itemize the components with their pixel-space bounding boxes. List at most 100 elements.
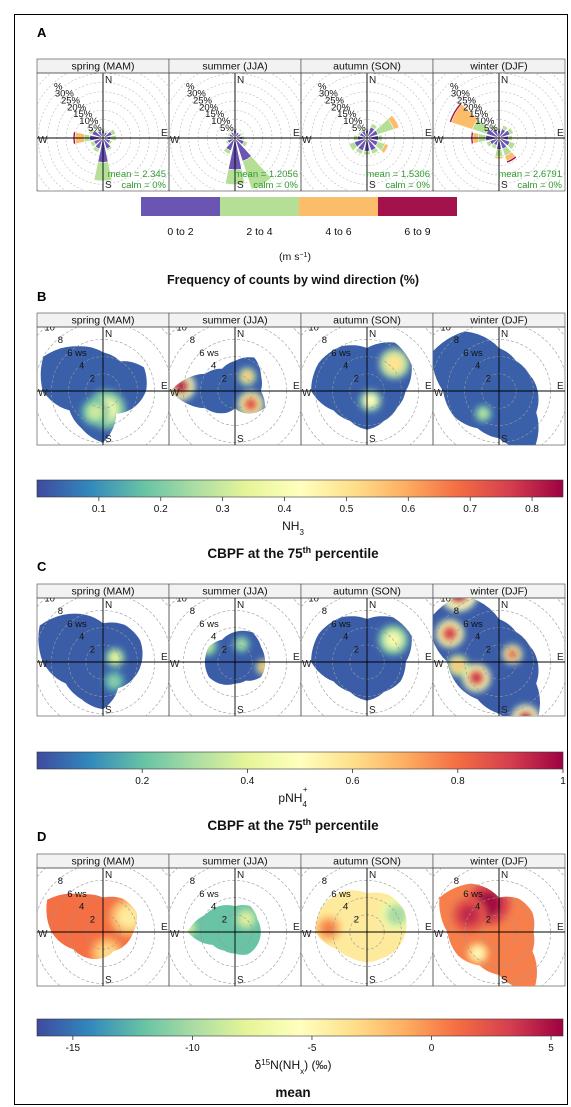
polar-plot: N S E W 24 6 ws 810 [301,327,433,445]
legend-swatch [141,197,220,216]
ws-tick-label: 10 [44,322,55,333]
radial-tick-label: 5% [220,123,234,134]
colorbar-tick-label: -10 [185,1043,200,1054]
unit-text: (m s [279,251,299,263]
ws-tick-label: 8 [454,335,459,346]
colorbar-bar [36,751,564,770]
legend-swatch [299,197,378,216]
facet-title: summer (JJA) [202,61,267,73]
windrose-bar [486,140,493,148]
windrose-bar [225,140,230,145]
facet-title: spring (MAM) [71,61,134,73]
calm-label: calm = 0% [385,180,430,191]
windrose-bar [360,128,365,133]
hotspot-core [385,354,404,373]
compass-south: S [237,705,244,716]
windrose-bar [88,127,95,135]
polar-plot: N S E W 24 6 ws 810 [169,598,301,716]
compass-north: N [369,600,376,611]
facet-title: summer (JJA) [202,856,267,868]
radial-tick-label: 5% [352,123,366,134]
radial-tick-label: 10% [475,116,495,127]
radial-tick-label: 15% [73,109,93,120]
radial-tick-label: 25% [61,95,81,106]
ws-tick-label: 2 [486,914,491,925]
panel-title: mean [275,1085,310,1100]
ws-tick-label: 6 ws [331,619,351,630]
colorbar: 0.2 0.4 0.6 0.8 1 [36,751,566,787]
hotspot-core [236,639,247,650]
variable-tail: N(NH [270,1058,300,1072]
windrose-bar [449,102,462,123]
polar-facet: summer (JJA) N S E W 24 6 ws 810 [168,312,302,446]
hotspot-halo [187,919,197,937]
colorbar: 0.1 0.2 0.3 0.4 0.5 0.6 0.7 0.8 [36,479,564,515]
windrose-bar [104,130,109,134]
radial-tick-label: 20% [67,102,87,113]
windrose-bar [96,128,101,133]
ws-tick-label: 4 [343,632,348,643]
windrose-bar [239,132,243,137]
facet-title: spring (MAM) [71,856,134,868]
ws-tick-label: 2 [354,914,359,925]
variable-main: δ [255,1058,262,1072]
compass-east: E [425,922,432,933]
colorbar-tick-label: 0.4 [240,776,254,787]
compass-south: S [237,434,244,445]
compass-west: W [170,135,180,146]
compass-north: N [501,600,508,611]
radial-tick-label: 5% [484,123,498,134]
hotspot-core [451,659,465,673]
variable-sup: 15 [261,1058,270,1067]
legend-label: 2 to 4 [246,226,272,238]
facet-title: summer (JJA) [202,315,267,327]
hotspot-core [243,396,259,413]
ws-tick-label: 10 [440,593,451,604]
panel-title: CBPF at the 75th percentile [207,545,379,561]
windrose-bar [490,143,497,150]
compass-north: N [369,329,376,340]
radial-tick-label: % [186,81,195,92]
compass-west: W [38,388,48,399]
ws-tick-label: 10 [440,322,451,333]
title-main: mean [275,1085,310,1100]
ws-tick-label: 2 [90,644,95,655]
radial-tick-label: 30% [187,88,207,99]
radial-tick-label: 15% [469,109,489,120]
calm-label: calm = 0% [253,180,298,191]
mean-label: mean = 2.345 [108,169,166,180]
calm-label: calm = 0% [517,180,562,191]
compass-south: S [501,705,508,716]
compass-south: S [237,180,244,191]
radial-tick-label: 30% [451,88,471,99]
hotspot-core [441,625,459,643]
compass-west: W [434,135,444,146]
hotspot-core [109,651,121,664]
polar-facet: autumn (SON) N S E W 24 6 ws 810 [300,312,434,446]
windrose-bar [108,140,113,145]
ws-tick-label: 4 [475,632,480,643]
ws-tick-label: 10 [44,593,55,604]
radial-tick-label: 25% [325,95,345,106]
windrose-facet: summer (JJA) N S E W 5%10%15%20%25%30%% mean =… [168,58,302,192]
ws-tick-label: 10 [176,322,187,333]
compass-west: W [38,135,48,146]
compass-north: N [369,75,376,86]
title-sup: th [303,545,312,555]
windrose-bar [109,128,116,136]
hotspot-group [81,390,126,429]
ws-tick-label: 6 ws [463,348,483,359]
colorbar-tick-label: 0.4 [278,504,292,515]
polar-facet: spring (MAM) N S E W 24 6 ws 810 [36,583,170,717]
title-main: CBPF at the 75 [207,818,303,833]
polar-plot: N S E W 24 6 ws 8 [169,868,301,986]
ws-tick-label: 4 [211,632,216,643]
ws-tick-label: 6 ws [463,889,483,900]
ws-tick-label: 4 [79,902,84,913]
panel-label: C [37,559,47,574]
hotspot-core [187,922,194,934]
ws-tick-label: 2 [486,373,491,384]
compass-south: S [369,180,376,191]
ws-tick-label: 8 [190,606,195,617]
